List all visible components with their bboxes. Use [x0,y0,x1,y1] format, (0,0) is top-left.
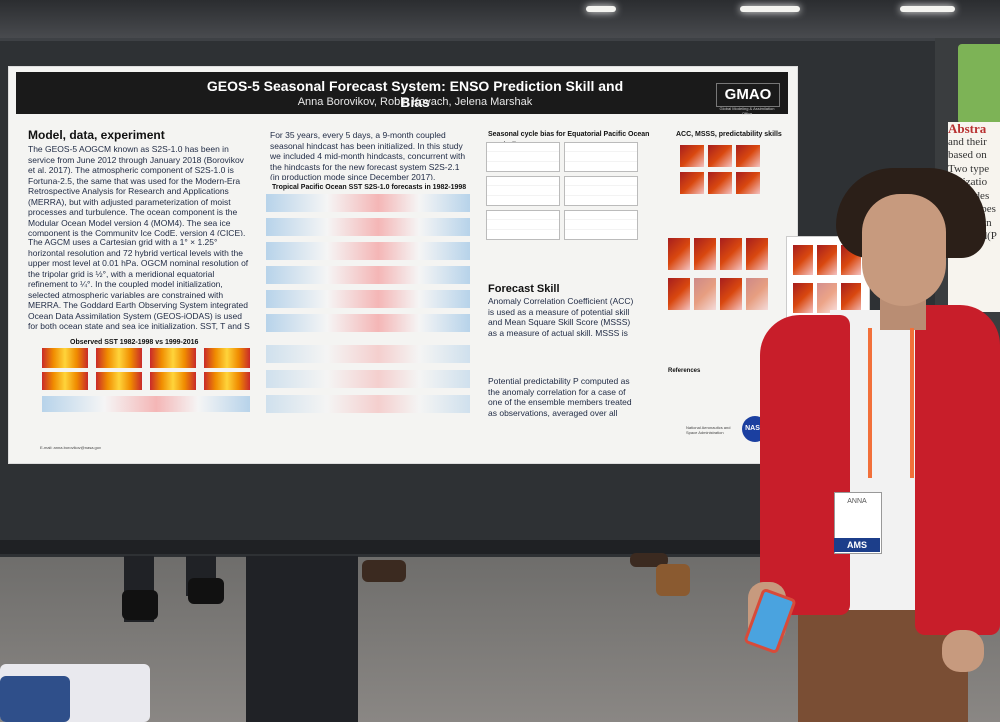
sst-map [150,348,196,368]
skill-heatmap [668,238,690,270]
lanyard [868,328,914,478]
presenter-face [862,194,946,306]
sst-map [204,348,250,368]
forecast-map-row [266,290,470,308]
shoe [188,578,224,604]
bias-line-plot [564,142,638,172]
ceiling-light [900,6,955,12]
skill-heatmap [793,283,813,313]
poster-header [16,72,788,114]
skill-heatmap [680,172,704,194]
forecast-map-row [266,345,470,363]
person-legs-foreground [246,556,358,722]
bias-line-plot [486,176,560,206]
sst-map [96,348,142,368]
forecast-map-row [266,266,470,284]
skill-heatmap [841,283,861,313]
sst-map [96,372,142,390]
figure-title-skills: ACC, MSSS, predictability skills [676,131,782,138]
ceiling-light [586,6,616,12]
nasa-org-text: National Aeronautics and Space Administr… [686,425,731,435]
sst-map [42,348,88,368]
model-paragraph: The GEOS-5 AOGCM known as S2S-1.0 has be… [28,144,246,236]
poster-board-frame [0,540,955,554]
abstract-line: based on [948,149,987,161]
tote-bag [0,676,70,722]
forecast-map-row [266,395,470,413]
skill-heatmap [746,238,768,270]
skill-heatmap [694,238,716,270]
adjacent-poster-green-banner [958,44,1000,124]
skill-heatmap [746,278,768,310]
shoe [656,564,690,596]
predictability-paragraph: Potential predictability P computed as t… [488,376,632,418]
presenter-cardigan [915,305,1000,635]
skill-heatmap [694,278,716,310]
skill-heatmap [720,238,742,270]
poster-authors: Anna Borovikov, Robin Kovach, Jelena Mar… [297,96,533,108]
abstract-line: Two type [948,162,990,175]
sst-difference-map [42,396,250,412]
skill-heatmap [708,145,732,167]
presenter-hand [942,630,984,672]
grid-paragraph: The AGCM uses a Cartesian grid with a 1°… [28,237,250,333]
ceiling-light [740,6,800,12]
skill-heatmap [668,278,690,310]
poster-title: GEOS-5 Seasonal Forecast System: ENSO Pr… [206,78,624,110]
figure-title-observed-sst: Observed SST 1982-1998 vs 1999-2016 [70,339,199,346]
skill-heatmap [736,145,760,167]
abstract-heading: Abstra [948,122,987,136]
skill-paragraph: Anomaly Correlation Coefficient (ACC) is… [488,296,634,340]
bias-line-plot [564,176,638,206]
bias-line-plot [486,142,560,172]
skill-heatmap [680,145,704,167]
bias-line-plot [564,210,638,240]
shoe [362,560,406,582]
forecast-map-row [266,218,470,236]
sst-map [150,372,196,390]
sst-map [204,372,250,390]
ceiling [0,0,1000,40]
sst-map [42,372,88,390]
abstract-line: and their [948,135,987,148]
gmao-logo-subtitle: Global Modeling & Assimilation Office [719,106,775,116]
shoe [122,590,158,620]
forecast-map-row [266,370,470,388]
skill-heatmap [793,245,813,275]
footer-email: E-mail: anna.borovikov@nasa.gov [40,445,101,450]
badge-ams-logo: AMS [834,538,880,552]
section-heading-forecast-skill: Forecast Skill [488,283,560,295]
forecast-map-row [266,314,470,332]
badge-name: ANNA [847,498,867,505]
skill-heatmap [736,172,760,194]
presenter-cardigan [760,315,850,615]
skill-heatmap [817,283,837,313]
skill-heatmap [720,278,742,310]
forecast-map-row [266,194,470,212]
section-heading-model: Model, data, experiment [28,128,165,142]
bias-line-plot [486,210,560,240]
forecast-map-row [266,242,470,260]
references-heading: References [668,368,701,374]
skill-heatmap [708,172,732,194]
hindcast-paragraph: For 35 years, every 5 days, a 9-month co… [270,130,466,180]
gmao-logo: GMAO [716,83,780,107]
shoe [630,553,668,567]
skill-heatmap [817,245,837,275]
